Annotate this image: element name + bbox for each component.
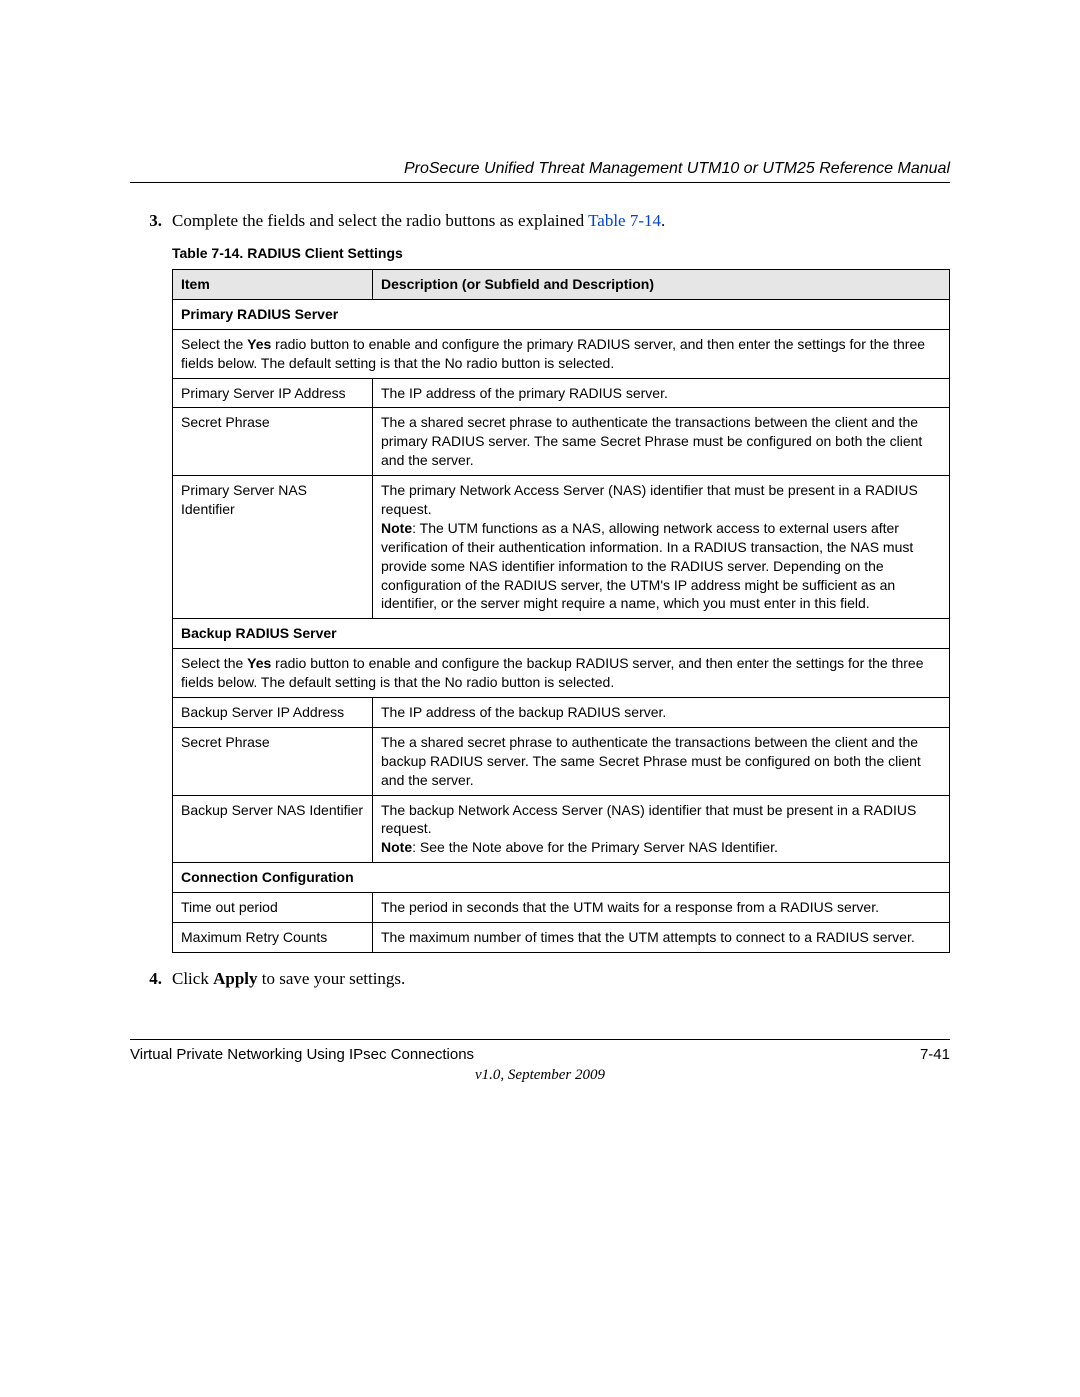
text: radio button to enable and configure the… (181, 336, 925, 371)
text: : The UTM functions as a NAS, allowing n… (381, 520, 913, 612)
page: ProSecure Unified Threat Management UTM1… (0, 0, 1080, 1154)
running-header: ProSecure Unified Threat Management UTM1… (130, 160, 950, 178)
table-ref-link[interactable]: Table 7-14 (588, 211, 661, 230)
step-number: 4. (130, 969, 172, 989)
table-caption: Table 7-14. RADIUS Client Settings (172, 245, 950, 261)
cell-desc: The a shared secret phrase to authentica… (373, 408, 950, 476)
cell-item: Backup Server NAS Identifier (173, 795, 373, 863)
col-header-desc: Description (or Subfield and Description… (373, 270, 950, 300)
text: Select the (181, 655, 247, 671)
text: The primary Network Access Server (NAS) … (381, 482, 918, 517)
apply-bold: Apply (213, 969, 257, 988)
table-row: Primary Server IP Address The IP address… (173, 378, 950, 408)
text: Select the (181, 336, 247, 352)
table-row: Maximum Retry Counts The maximum number … (173, 923, 950, 953)
cell-desc: The IP address of the primary RADIUS ser… (373, 378, 950, 408)
text: radio button to enable and configure the… (181, 655, 924, 690)
step-3: 3. Complete the fields and select the ra… (130, 211, 950, 231)
top-rule (130, 182, 950, 183)
bold-yes: Yes (247, 655, 271, 671)
section-connection: Connection Configuration (173, 863, 950, 893)
table-row: Select the Yes radio button to enable an… (173, 649, 950, 698)
table-row: Connection Configuration (173, 863, 950, 893)
backup-intro: Select the Yes radio button to enable an… (173, 649, 950, 698)
step-4: 4. Click Apply to save your settings. (130, 969, 950, 989)
caption-tail: Settings (344, 245, 403, 261)
cell-item: Primary Server NAS Identifier (173, 476, 373, 619)
col-header-item: Item (173, 270, 373, 300)
footer: Virtual Private Networking Using IPsec C… (130, 1046, 950, 1063)
table-row: Backup Server IP Address The IP address … (173, 698, 950, 728)
table-row: Secret Phrase The a shared secret phrase… (173, 408, 950, 476)
table-row: Select the Yes radio button to enable an… (173, 329, 950, 378)
step-body: Click Apply to save your settings. (172, 969, 950, 989)
text: The backup Network Access Server (NAS) i… (381, 802, 916, 837)
note-label: Note (381, 520, 412, 536)
primary-intro: Select the Yes radio button to enable an… (173, 329, 950, 378)
step-number: 3. (130, 211, 172, 231)
step-text: Complete the fields and select the radio… (172, 211, 588, 230)
cell-desc: The IP address of the backup RADIUS serv… (373, 698, 950, 728)
table-row: Secret Phrase The a shared secret phrase… (173, 727, 950, 795)
footer-sub: v1.0, September 2009 (130, 1067, 950, 1084)
table-row: Backup RADIUS Server (173, 619, 950, 649)
bottom-rule (130, 1039, 950, 1040)
cell-item: Backup Server IP Address (173, 698, 373, 728)
caption-label: Table 7-14. RADIUS Client (172, 245, 344, 261)
cell-item: Time out period (173, 893, 373, 923)
bold-yes: Yes (247, 336, 271, 352)
cell-item: Primary Server IP Address (173, 378, 373, 408)
table-row: Backup Server NAS Identifier The backup … (173, 795, 950, 863)
cell-item: Secret Phrase (173, 408, 373, 476)
cell-desc: The period in seconds that the UTM waits… (373, 893, 950, 923)
footer-right: 7-41 (920, 1046, 950, 1063)
footer-left: Virtual Private Networking Using IPsec C… (130, 1046, 474, 1063)
table-row: Time out period The period in seconds th… (173, 893, 950, 923)
text: : See the Note above for the Primary Ser… (412, 839, 778, 855)
cell-desc: The a shared secret phrase to authentica… (373, 727, 950, 795)
cell-desc: The primary Network Access Server (NAS) … (373, 476, 950, 619)
step-suffix: . (661, 211, 665, 230)
table-row: Primary RADIUS Server (173, 299, 950, 329)
section-backup: Backup RADIUS Server (173, 619, 950, 649)
table-row: Primary Server NAS Identifier The primar… (173, 476, 950, 619)
cell-desc: The backup Network Access Server (NAS) i… (373, 795, 950, 863)
note-label: Note (381, 839, 412, 855)
cell-desc: The maximum number of times that the UTM… (373, 923, 950, 953)
step-body: Complete the fields and select the radio… (172, 211, 950, 231)
radius-settings-table: Item Description (or Subfield and Descri… (172, 269, 950, 953)
cell-item: Maximum Retry Counts (173, 923, 373, 953)
section-primary: Primary RADIUS Server (173, 299, 950, 329)
table-header-row: Item Description (or Subfield and Descri… (173, 270, 950, 300)
step-text: Click (172, 969, 213, 988)
step-suffix: to save your settings. (258, 969, 406, 988)
cell-item: Secret Phrase (173, 727, 373, 795)
